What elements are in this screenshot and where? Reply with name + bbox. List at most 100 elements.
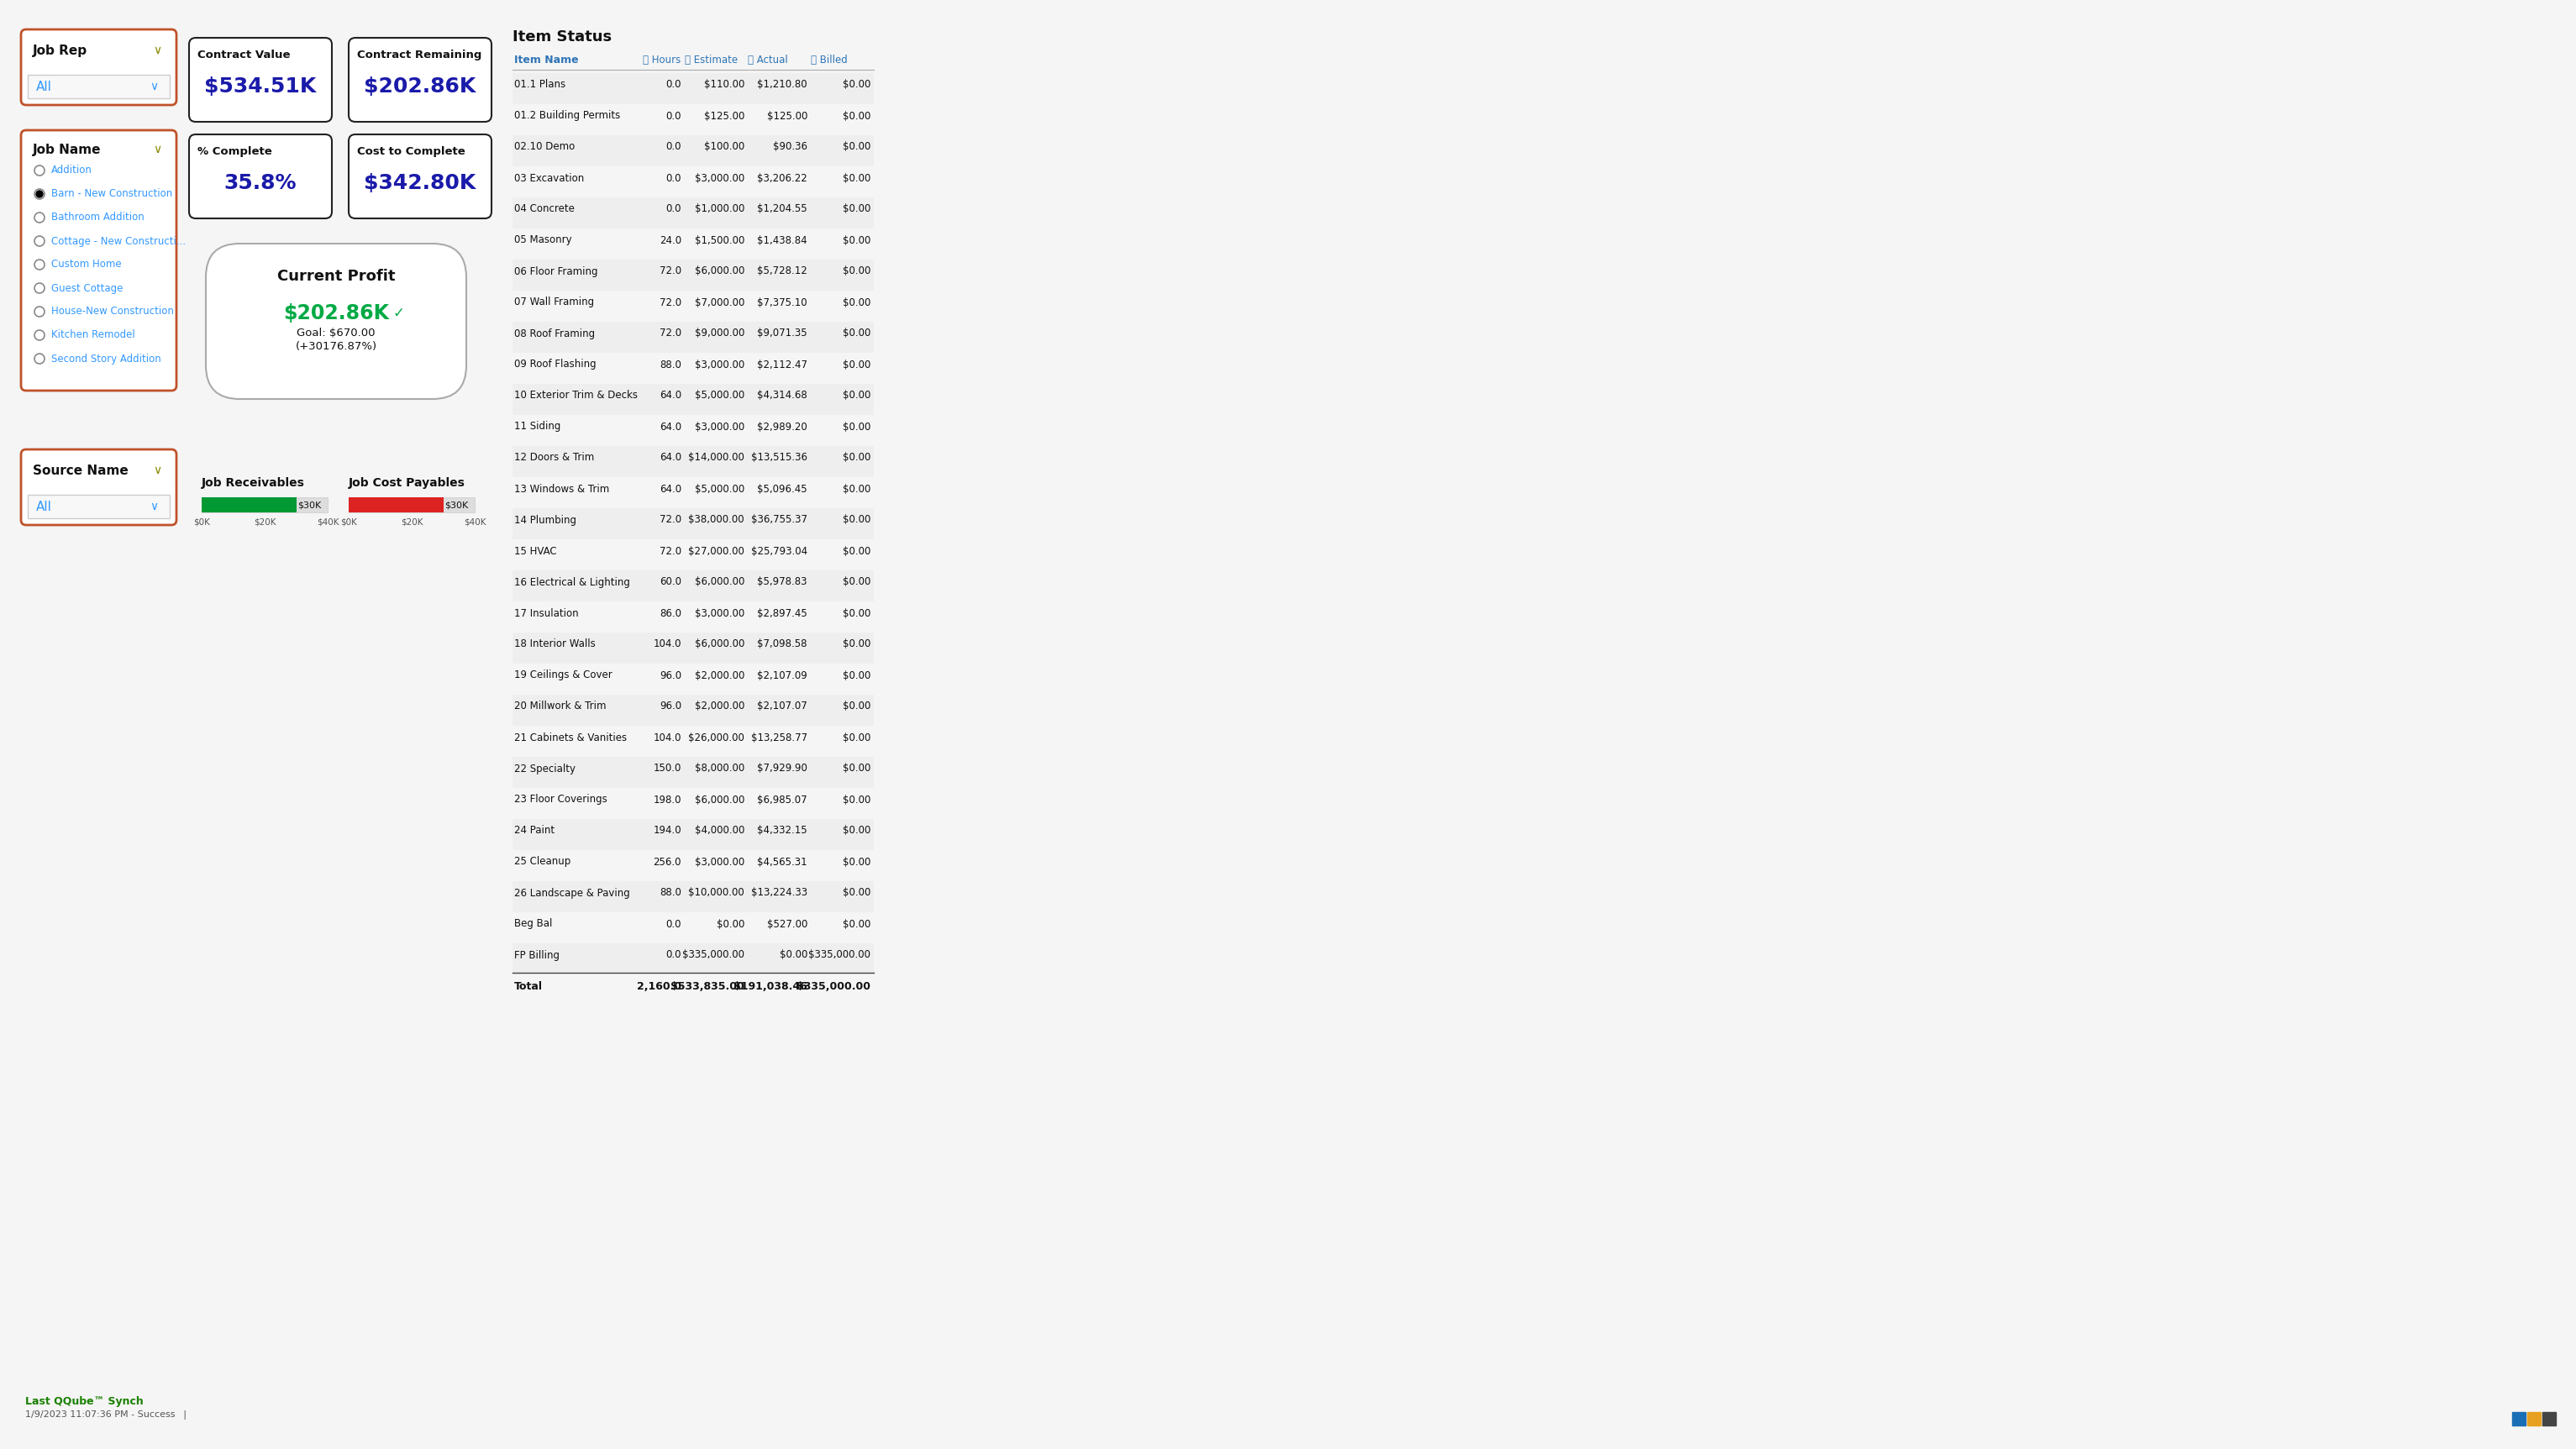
- Text: 88.0: 88.0: [659, 359, 683, 369]
- FancyBboxPatch shape: [348, 497, 474, 513]
- Text: 07 Wall Framing: 07 Wall Framing: [515, 297, 595, 307]
- Text: Barn - New Construction: Barn - New Construction: [52, 188, 173, 200]
- Text: 26 Landscape & Paving: 26 Landscape & Paving: [515, 887, 631, 898]
- Text: 72.0: 72.0: [659, 327, 683, 339]
- Text: 0.0: 0.0: [665, 204, 683, 214]
- Text: 64.0: 64.0: [659, 484, 683, 494]
- Text: % Complete: % Complete: [198, 146, 273, 156]
- Bar: [2527, 1411, 2540, 1426]
- Text: $335,000.00: $335,000.00: [683, 949, 744, 961]
- Text: $8,000.00: $8,000.00: [696, 764, 744, 774]
- FancyBboxPatch shape: [513, 943, 873, 974]
- Text: 0.0: 0.0: [665, 172, 683, 184]
- Text: $0.00: $0.00: [842, 919, 871, 929]
- Text: 23 Floor Coverings: 23 Floor Coverings: [515, 794, 608, 806]
- Text: 0.0: 0.0: [665, 110, 683, 122]
- Text: 60.0: 60.0: [659, 577, 683, 588]
- Circle shape: [33, 354, 44, 364]
- FancyBboxPatch shape: [28, 75, 170, 99]
- Circle shape: [33, 213, 44, 223]
- Text: Bathroom Addition: Bathroom Addition: [52, 212, 144, 223]
- Text: 72.0: 72.0: [659, 546, 683, 556]
- Text: $7,098.58: $7,098.58: [757, 639, 806, 649]
- Text: Source Name: Source Name: [33, 465, 129, 477]
- Text: Contract Remaining: Contract Remaining: [358, 49, 482, 61]
- Text: $38,000.00: $38,000.00: [688, 514, 744, 526]
- Text: $3,000.00: $3,000.00: [696, 422, 744, 432]
- Text: $30K: $30K: [299, 501, 322, 509]
- Text: $2,107.07: $2,107.07: [757, 701, 806, 711]
- Text: All: All: [36, 80, 52, 93]
- FancyBboxPatch shape: [188, 135, 332, 219]
- Text: $1,204.55: $1,204.55: [757, 204, 806, 214]
- Text: 64.0: 64.0: [659, 422, 683, 432]
- Text: $0.00: $0.00: [842, 764, 871, 774]
- FancyBboxPatch shape: [513, 135, 873, 167]
- Text: Cost to Complete: Cost to Complete: [358, 146, 466, 156]
- Text: $5,728.12: $5,728.12: [757, 265, 806, 277]
- Text: $110.00: $110.00: [703, 80, 744, 90]
- Circle shape: [33, 188, 44, 199]
- Text: 21 Cabinets & Vanities: 21 Cabinets & Vanities: [515, 732, 626, 743]
- Text: $125.00: $125.00: [703, 110, 744, 122]
- Text: $13,258.77: $13,258.77: [752, 732, 806, 743]
- Text: 09 Roof Flashing: 09 Roof Flashing: [515, 359, 595, 369]
- Text: 88.0: 88.0: [659, 887, 683, 898]
- Text: $13,515.36: $13,515.36: [752, 452, 806, 464]
- Text: 03 Excavation: 03 Excavation: [515, 172, 585, 184]
- Text: $3,000.00: $3,000.00: [696, 607, 744, 619]
- Text: $20K: $20K: [399, 517, 422, 526]
- Text: 0.0: 0.0: [665, 919, 683, 929]
- Text: $0.00: $0.00: [842, 235, 871, 246]
- Text: $2,112.47: $2,112.47: [757, 359, 806, 369]
- Text: 🗒 Hours: 🗒 Hours: [644, 55, 680, 65]
- Text: $9,000.00: $9,000.00: [696, 327, 744, 339]
- Text: $0.00: $0.00: [842, 577, 871, 588]
- FancyBboxPatch shape: [348, 38, 492, 122]
- Text: Addition: Addition: [52, 165, 93, 175]
- Text: $534.51K: $534.51K: [204, 77, 317, 97]
- Text: 0.0: 0.0: [665, 949, 683, 961]
- Text: $533,835.00: $533,835.00: [670, 981, 744, 991]
- Text: 150.0: 150.0: [654, 764, 683, 774]
- Text: Goal: $670.00: Goal: $670.00: [296, 327, 376, 339]
- Text: $0.00: $0.00: [842, 887, 871, 898]
- Text: $0.00: $0.00: [842, 484, 871, 494]
- Text: Custom Home: Custom Home: [52, 259, 121, 270]
- Text: 06 Floor Framing: 06 Floor Framing: [515, 265, 598, 277]
- Text: 🗒 Billed: 🗒 Billed: [811, 55, 848, 65]
- Text: 05 Masonry: 05 Masonry: [515, 235, 572, 246]
- Text: $0.00: $0.00: [842, 452, 871, 464]
- Text: FP Billing: FP Billing: [515, 949, 559, 961]
- Text: $0.00: $0.00: [842, 297, 871, 307]
- Text: 64.0: 64.0: [659, 452, 683, 464]
- Text: $90.36: $90.36: [773, 142, 806, 152]
- Text: $0.00: $0.00: [716, 919, 744, 929]
- Text: 64.0: 64.0: [659, 390, 683, 401]
- Text: 11 Siding: 11 Siding: [515, 422, 562, 432]
- Text: $202.86K: $202.86K: [283, 303, 389, 323]
- Text: 01.1 Plans: 01.1 Plans: [515, 80, 567, 90]
- Text: $0.00: $0.00: [842, 359, 871, 369]
- Text: 🗒 Actual: 🗒 Actual: [747, 55, 788, 65]
- Text: $0.00: $0.00: [842, 669, 871, 681]
- Text: ✓: ✓: [394, 306, 404, 320]
- Text: $6,000.00: $6,000.00: [696, 265, 744, 277]
- Text: $3,000.00: $3,000.00: [696, 172, 744, 184]
- Text: 🗒 Estimate: 🗒 Estimate: [685, 55, 737, 65]
- Text: $527.00: $527.00: [768, 919, 806, 929]
- Circle shape: [36, 191, 44, 197]
- FancyBboxPatch shape: [513, 633, 873, 664]
- Text: $6,000.00: $6,000.00: [696, 639, 744, 649]
- Text: Job Rep: Job Rep: [33, 45, 88, 57]
- FancyBboxPatch shape: [28, 494, 170, 519]
- Text: Item Name: Item Name: [515, 55, 580, 65]
- Text: $0.00: $0.00: [842, 110, 871, 122]
- Text: Beg Bal: Beg Bal: [515, 919, 551, 929]
- FancyBboxPatch shape: [513, 819, 873, 851]
- Text: $202.86K: $202.86K: [363, 77, 477, 97]
- FancyBboxPatch shape: [513, 694, 873, 726]
- Text: Last QQube™ Synch: Last QQube™ Synch: [26, 1395, 144, 1407]
- Text: $40K: $40K: [464, 517, 487, 526]
- Text: $0.00: $0.00: [842, 732, 871, 743]
